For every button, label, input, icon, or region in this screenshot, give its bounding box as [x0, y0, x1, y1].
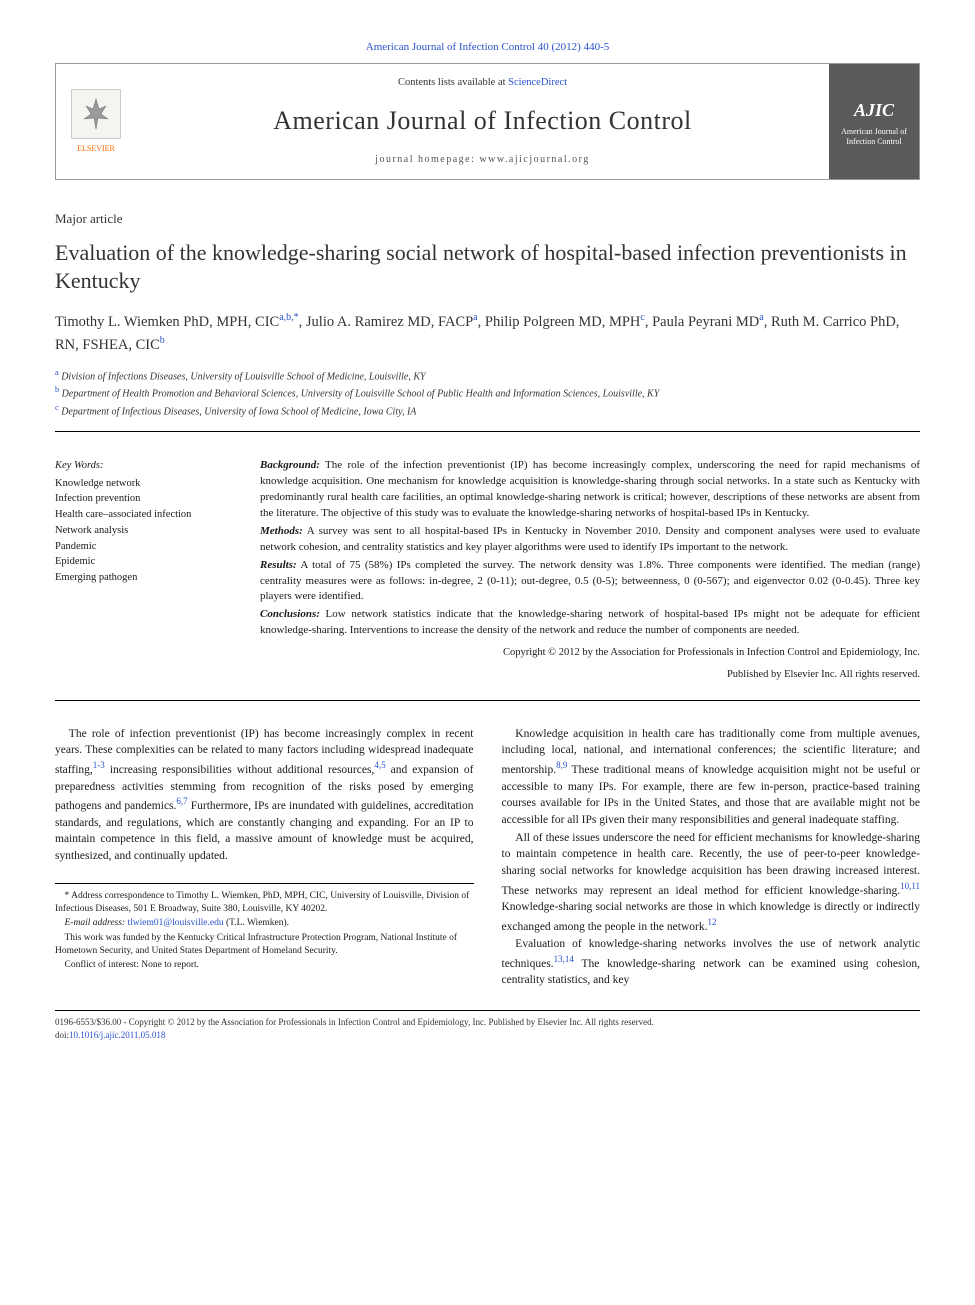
keyword-item: Infection prevention — [55, 491, 230, 507]
methods-head: Methods: — [260, 525, 303, 537]
background-text: The role of the infection preventionist … — [260, 459, 920, 519]
coi-note: Conflict of interest: None to report. — [55, 959, 474, 972]
keyword-item: Pandemic — [55, 539, 230, 555]
journal-reference: American Journal of Infection Control 40… — [55, 40, 920, 55]
affiliation-line: a Division of Infections Diseases, Unive… — [55, 367, 920, 384]
body-p1: The role of infection preventionist (IP)… — [55, 726, 474, 865]
keywords-list: Knowledge networkInfection preventionHea… — [55, 476, 230, 586]
body-text-columns: The role of infection preventionist (IP)… — [55, 726, 920, 990]
header-center: Contents lists available at ScienceDirec… — [136, 64, 829, 179]
ajic-abbrev: AJIC — [854, 98, 894, 123]
abstract-copyright1: Copyright © 2012 by the Association for … — [260, 645, 920, 660]
body-column-right: Knowledge acquisition in health care has… — [502, 726, 921, 990]
background-head: Background: — [260, 459, 320, 471]
email-paren: (T.L. Wiemken). — [226, 918, 289, 928]
homepage-line: journal homepage: www.ajicjournal.org — [146, 153, 819, 167]
contents-line: Contents lists available at ScienceDirec… — [146, 76, 819, 91]
affiliations: a Division of Infections Diseases, Unive… — [55, 367, 920, 432]
journal-header: ELSEVIER Contents lists available at Sci… — [55, 63, 920, 180]
keywords-heading: Key Words: — [55, 458, 230, 474]
elsevier-tree-icon — [71, 89, 121, 139]
keyword-item: Emerging pathogen — [55, 570, 230, 586]
affiliation-line: b Department of Health Promotion and Beh… — [55, 384, 920, 401]
email-label: E-mail address: — [65, 918, 126, 928]
corresponding-address: * Address correspondence to Timothy L. W… — [55, 890, 474, 917]
authors-list: Timothy L. Wiemken PhD, MPH, CICa,b,*, J… — [55, 310, 920, 357]
keyword-item: Epidemic — [55, 554, 230, 570]
keywords-abstract-row: Key Words: Knowledge networkInfection pr… — [55, 438, 920, 701]
body-p4: Evaluation of knowledge-sharing networks… — [502, 936, 921, 989]
affiliation-line: c Department of Infectious Diseases, Uni… — [55, 402, 920, 419]
article-title: Evaluation of the knowledge-sharing soci… — [55, 239, 920, 296]
doi-prefix: doi: — [55, 1030, 69, 1040]
elsevier-logo: ELSEVIER — [56, 64, 136, 179]
ajic-subtitle: American Journal of Infection Control — [837, 127, 911, 146]
journal-title: American Journal of Infection Control — [146, 103, 819, 139]
page-footer: 0196-6553/$36.00 - Copyright © 2012 by t… — [55, 1010, 920, 1041]
email-link[interactable]: tlwiem01@louisville.edu — [127, 918, 223, 928]
conclusions-text: Low network statistics indicate that the… — [260, 608, 920, 636]
email-line: E-mail address: tlwiem01@louisville.edu … — [55, 917, 474, 930]
sciencedirect-link[interactable]: ScienceDirect — [508, 77, 567, 88]
doi-link[interactable]: 10.1016/j.ajic.2011.05.018 — [69, 1030, 165, 1040]
footnotes: * Address correspondence to Timothy L. W… — [55, 883, 474, 973]
homepage-url[interactable]: www.ajicjournal.org — [479, 154, 589, 165]
contents-prefix: Contents lists available at — [398, 77, 508, 88]
keyword-item: Network analysis — [55, 523, 230, 539]
ajic-logo: AJIC American Journal of Infection Contr… — [829, 64, 919, 179]
homepage-prefix: journal homepage: — [375, 154, 479, 165]
body-column-left: The role of infection preventionist (IP)… — [55, 726, 474, 990]
keywords-column: Key Words: Knowledge networkInfection pr… — [55, 458, 230, 682]
abstract-column: Background: The role of the infection pr… — [260, 458, 920, 682]
article-type: Major article — [55, 210, 920, 228]
methods-text: A survey was sent to all hospital-based … — [260, 525, 920, 553]
abstract-copyright2: Published by Elsevier Inc. All rights re… — [260, 667, 920, 682]
elsevier-label: ELSEVIER — [77, 143, 115, 154]
results-text: A total of 75 (58%) IPs completed the su… — [260, 559, 920, 603]
conclusions-head: Conclusions: — [260, 608, 320, 620]
results-head: Results: — [260, 559, 297, 571]
funding-note: This work was funded by the Kentucky Cri… — [55, 932, 474, 959]
body-p3: All of these issues underscore the need … — [502, 830, 921, 936]
footer-copyright: 0196-6553/$36.00 - Copyright © 2012 by t… — [55, 1016, 920, 1029]
keyword-item: Knowledge network — [55, 476, 230, 492]
body-p2: Knowledge acquisition in health care has… — [502, 726, 921, 829]
keyword-item: Health care–associated infection — [55, 507, 230, 523]
